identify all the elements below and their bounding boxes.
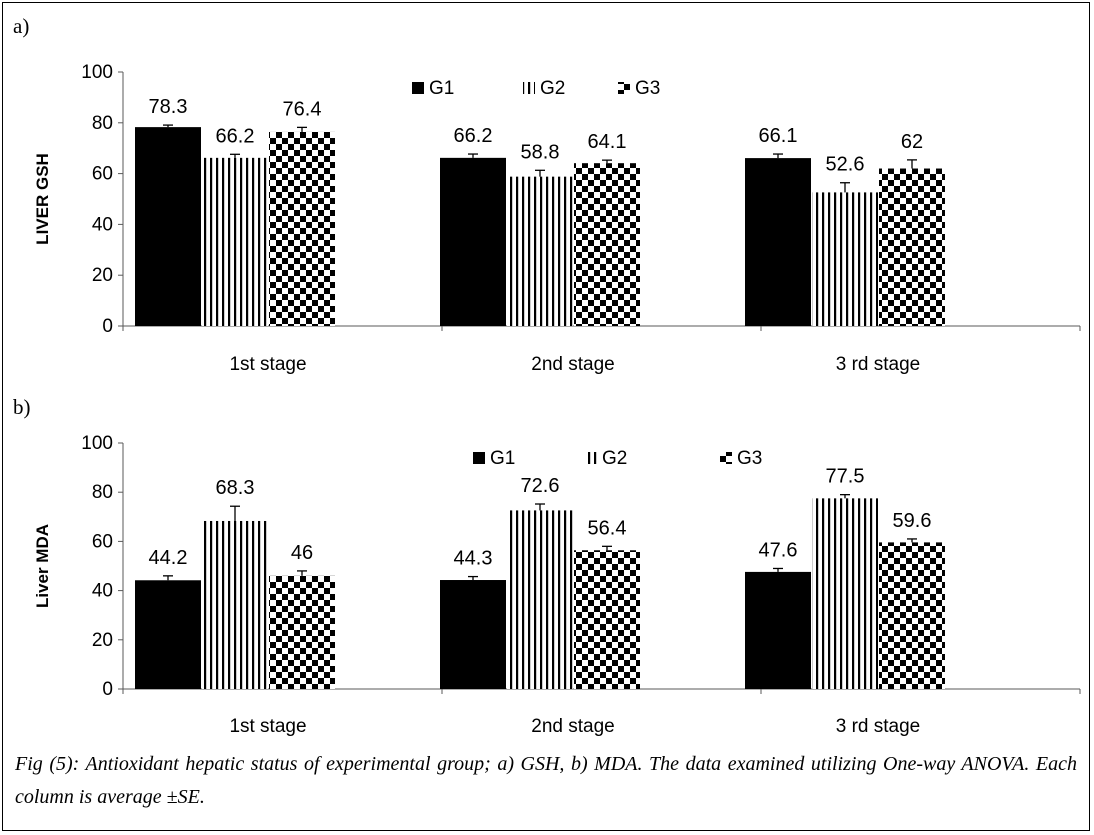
bar-g3: [574, 550, 640, 689]
y-tick-label: 0: [102, 316, 113, 337]
bar-g2: [202, 157, 268, 326]
bar-g1: [135, 580, 201, 689]
panel-label-a: a): [13, 14, 30, 38]
data-label: 78.3: [149, 96, 188, 118]
data-label: 66.1: [759, 125, 798, 147]
legend-label: G2: [540, 78, 565, 99]
bar-g2: [507, 510, 573, 689]
data-label: 76.4: [283, 98, 322, 120]
y-axis-title: Liver MDA: [33, 524, 52, 608]
bar-g1: [440, 157, 506, 326]
legend-swatch-g2: [523, 82, 535, 94]
data-label: 64.1: [588, 131, 627, 153]
bar-g2: [812, 192, 878, 326]
bar-g1: [745, 158, 811, 326]
category-label: 1st stage: [229, 354, 306, 375]
bar-g3: [574, 163, 640, 326]
data-label: 44.3: [454, 548, 493, 570]
data-label: 47.6: [759, 539, 798, 561]
y-axis-title: LIVER GSH: [33, 153, 52, 245]
y-tick-label: 60: [92, 531, 113, 552]
panel-label-b: b): [13, 395, 31, 419]
y-tick-label: 100: [81, 62, 113, 83]
legend-label: G2: [602, 448, 627, 469]
data-label: 46: [291, 542, 313, 564]
data-label: 68.3: [216, 477, 255, 499]
data-label: 58.8: [521, 141, 560, 163]
y-tick-label: 40: [92, 581, 113, 602]
category-label: 1st stage: [229, 716, 306, 737]
data-label: 59.6: [893, 510, 932, 532]
legend-swatch-g1: [412, 82, 424, 94]
bar-g2: [812, 498, 878, 689]
y-tick-label: 80: [92, 482, 113, 503]
y-tick-label: 20: [92, 630, 113, 651]
y-tick-label: 0: [102, 679, 113, 700]
category-label: 2nd stage: [531, 354, 614, 375]
y-tick-label: 40: [92, 214, 113, 235]
chart-panel-b: 0 20 40 60 80 100 1st stage 2nd stage 3 rd stage…: [33, 433, 1081, 737]
figure-caption: Fig (5): Antioxidant hepatic status of e…: [15, 753, 1077, 808]
legend-label: G1: [429, 78, 454, 99]
legend-swatch-g3: [720, 452, 732, 464]
category-label: 3 rd stage: [836, 716, 921, 737]
bar-g1: [745, 571, 811, 689]
data-label: 62: [901, 131, 923, 153]
legend-swatch-g2: [585, 452, 597, 464]
bar-g1: [440, 580, 506, 689]
data-label: 56.4: [588, 517, 627, 539]
legend-label: G3: [737, 448, 762, 469]
category-label: 3 rd stage: [836, 354, 921, 375]
legend-label: G1: [490, 448, 515, 469]
legend-swatch-g1: [473, 452, 485, 464]
y-tick-label: 20: [92, 265, 113, 286]
legend-label: G3: [635, 78, 660, 99]
legend-swatch-g3: [618, 82, 630, 94]
bar-g3: [879, 168, 945, 326]
y-tick-label: 100: [81, 433, 113, 454]
y-tick-label: 80: [92, 113, 113, 134]
y-tick-label: 60: [92, 164, 113, 185]
bar-g3: [269, 575, 335, 689]
data-label: 44.2: [149, 547, 188, 569]
bar-g1: [135, 127, 201, 326]
bar-g3: [879, 542, 945, 689]
category-label: 2nd stage: [531, 716, 614, 737]
bar-g2: [202, 520, 268, 689]
data-label: 72.6: [521, 475, 560, 497]
bar-g2: [507, 176, 573, 326]
data-label: 77.5: [826, 466, 865, 488]
data-label: 66.2: [454, 125, 493, 147]
data-label: 52.6: [826, 154, 865, 176]
data-label: 66.2: [216, 125, 255, 147]
chart-panel-a: 0 20 40 60 80 100 1st stage 2nd stage 3 rd stage…: [33, 62, 1081, 375]
bar-g3: [269, 131, 335, 326]
